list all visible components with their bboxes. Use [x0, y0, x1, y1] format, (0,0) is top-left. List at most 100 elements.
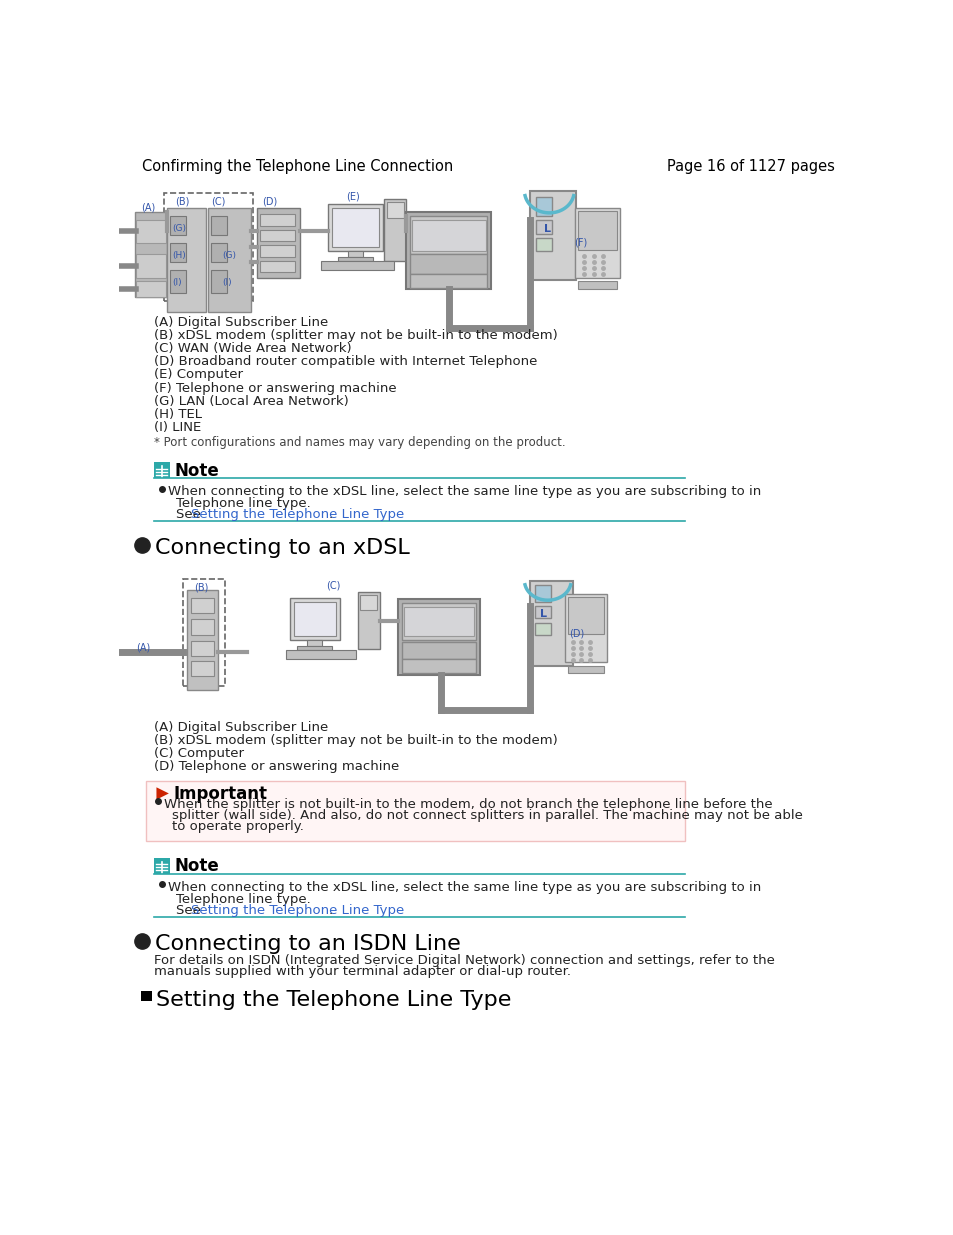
Bar: [410, 254, 487, 274]
Bar: [348, 251, 363, 257]
Bar: [136, 220, 166, 243]
Text: (G): (G): [172, 224, 186, 232]
Bar: [257, 209, 299, 278]
Text: Connecting to an xDSL: Connecting to an xDSL: [154, 537, 409, 558]
Bar: [154, 858, 170, 873]
Text: to operate properly.: to operate properly.: [172, 820, 303, 832]
Bar: [567, 597, 604, 634]
Text: (I) LINE: (I) LINE: [154, 421, 201, 433]
Text: (E) Computer: (E) Computer: [154, 368, 243, 382]
Text: (D) Broadband router compatible with Internet Telephone: (D) Broadband router compatible with Int…: [154, 356, 537, 368]
Bar: [530, 191, 576, 280]
Text: Page 16 of 1127 pages: Page 16 of 1127 pages: [667, 159, 835, 174]
Text: Note: Note: [174, 462, 219, 479]
Bar: [567, 666, 604, 673]
Text: (G) LAN (Local Area Network): (G) LAN (Local Area Network): [154, 395, 349, 408]
Text: (C) WAN (Wide Area Network): (C) WAN (Wide Area Network): [154, 342, 352, 356]
Text: Setting the Telephone Line Type: Setting the Telephone Line Type: [191, 508, 403, 521]
Text: For details on ISDN (Integrated Service Digital Network) connection and settings: For details on ISDN (Integrated Service …: [154, 953, 774, 967]
Text: (A): (A): [141, 203, 155, 212]
Bar: [171, 270, 186, 293]
Text: .: .: [328, 508, 333, 521]
Text: (A) Digital Subscriber Line: (A) Digital Subscriber Line: [154, 721, 328, 734]
Bar: [412, 220, 485, 251]
Bar: [191, 598, 213, 614]
Text: (A) Digital Subscriber Line: (A) Digital Subscriber Line: [154, 316, 328, 329]
Text: L: L: [539, 609, 546, 620]
Text: Setting the Telephone Line Type: Setting the Telephone Line Type: [191, 904, 403, 916]
Bar: [171, 243, 186, 262]
Text: Telephone line type.: Telephone line type.: [175, 496, 311, 510]
Bar: [536, 237, 551, 252]
Bar: [530, 580, 572, 666]
Text: (D) Telephone or answering machine: (D) Telephone or answering machine: [154, 761, 399, 773]
Bar: [260, 215, 294, 226]
Text: * Port configurations and names may vary depending on the product.: * Port configurations and names may vary…: [154, 436, 565, 450]
Text: (A): (A): [136, 642, 151, 652]
Bar: [171, 216, 186, 235]
Bar: [536, 196, 551, 216]
Text: (I): (I): [222, 278, 232, 287]
Bar: [386, 203, 403, 217]
Text: Confirming the Telephone Line Connection: Confirming the Telephone Line Connection: [142, 159, 454, 174]
Text: (C): (C): [326, 580, 340, 590]
Bar: [191, 620, 213, 635]
Polygon shape: [156, 787, 169, 799]
Bar: [136, 254, 166, 278]
Text: When the splitter is not built-in to the modem, do not branch the telephone line: When the splitter is not built-in to the…: [164, 798, 772, 811]
Text: (C) Computer: (C) Computer: [154, 747, 244, 761]
Bar: [536, 220, 551, 233]
Text: (B): (B): [194, 583, 209, 593]
Text: Connecting to an ISDN Line: Connecting to an ISDN Line: [154, 934, 460, 953]
Bar: [290, 598, 340, 640]
Bar: [564, 594, 607, 662]
Bar: [260, 261, 294, 272]
Text: (D): (D): [262, 196, 277, 206]
Text: .: .: [328, 904, 333, 916]
Text: Important: Important: [173, 785, 267, 803]
Bar: [384, 199, 406, 261]
Bar: [357, 592, 379, 650]
Bar: [167, 209, 206, 312]
Text: manuals supplied with your terminal adapter or dial-up router.: manuals supplied with your terminal adap…: [154, 966, 571, 978]
Bar: [164, 193, 253, 300]
Text: (G): (G): [222, 251, 236, 259]
Bar: [260, 246, 294, 257]
Bar: [406, 212, 491, 289]
Text: When connecting to the xDSL line, select the same line type as you are subscribi: When connecting to the xDSL line, select…: [168, 882, 760, 894]
Bar: [402, 659, 476, 673]
Text: Telephone line type.: Telephone line type.: [175, 893, 311, 905]
Bar: [320, 261, 394, 270]
Text: (E): (E): [346, 191, 359, 201]
Bar: [191, 661, 213, 677]
Text: (B): (B): [174, 196, 190, 206]
Bar: [404, 608, 474, 636]
Bar: [535, 605, 550, 618]
Bar: [212, 270, 227, 293]
Bar: [187, 590, 218, 690]
Bar: [154, 462, 170, 478]
Bar: [332, 209, 378, 247]
Bar: [337, 257, 373, 261]
Bar: [136, 282, 166, 296]
Text: (C): (C): [211, 196, 225, 206]
Text: See: See: [175, 508, 205, 521]
Text: Setting the Telephone Line Type: Setting the Telephone Line Type: [156, 989, 512, 1010]
Text: (B) xDSL modem (splitter may not be built-in to the modem): (B) xDSL modem (splitter may not be buil…: [154, 734, 558, 747]
Bar: [208, 209, 251, 312]
Text: (F): (F): [574, 237, 587, 247]
Bar: [297, 646, 332, 651]
Bar: [402, 642, 476, 658]
Text: When connecting to the xDSL line, select the same line type as you are subscribi: When connecting to the xDSL line, select…: [168, 485, 760, 499]
Bar: [212, 243, 227, 262]
Bar: [410, 216, 487, 254]
Text: L: L: [543, 224, 551, 233]
Text: splitter (wall side). And also, do not connect splitters in parallel. The machin: splitter (wall side). And also, do not c…: [172, 809, 802, 821]
Bar: [578, 211, 617, 249]
Bar: [535, 585, 550, 601]
Text: See: See: [175, 904, 205, 916]
Bar: [578, 282, 617, 289]
Bar: [535, 622, 550, 635]
Bar: [410, 274, 487, 288]
Bar: [191, 641, 213, 656]
